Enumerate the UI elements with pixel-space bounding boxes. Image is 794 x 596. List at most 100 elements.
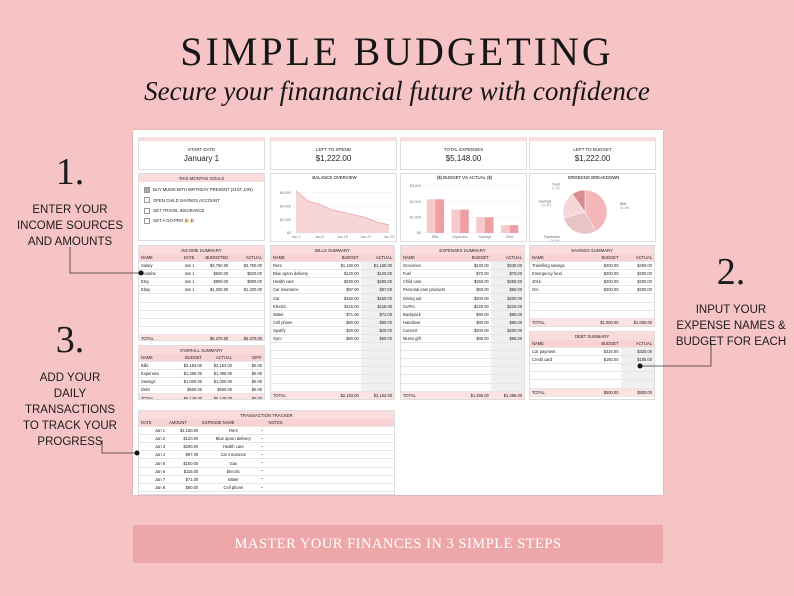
subtitle: Secure your finanancial future with conf… <box>144 76 650 106</box>
bar <box>484 217 494 233</box>
table-cell <box>360 358 394 368</box>
table-cell: Cell phone <box>271 318 328 327</box>
table-cell: $1,000.00 <box>204 377 234 387</box>
table-row: 401k $200.00 $200.00 <box>530 277 654 287</box>
table-cell: Jan 5 <box>139 458 168 468</box>
total-label: TOTAL <box>271 391 328 399</box>
table-cell: Cell phone <box>200 483 267 492</box>
table-cell <box>271 366 328 376</box>
table-cell <box>174 318 197 327</box>
table-cell: GoPro <box>401 302 458 311</box>
table-cell: ISA <box>530 285 588 295</box>
column-header: NOTES <box>266 419 394 428</box>
table-cell <box>401 358 458 368</box>
column-header: ACTUAL <box>230 254 264 263</box>
goals-panel: THIS MONTHS GOALS BUY MUMS 60TH BIRTHDAY … <box>138 173 265 241</box>
chart-panel: SPENDING BREAKDOWN Bills 41.8% Expenses 29.0… <box>529 173 656 242</box>
table-cell: $60.00 <box>490 285 524 295</box>
total-label: TOTAL <box>530 318 588 326</box>
table-cell: Car insurance <box>271 285 328 295</box>
table-cell <box>196 293 231 303</box>
table-cell: $3,750.00 <box>230 261 264 271</box>
table-panel: TRANSACTION TRACKER DATE AMOUNT EXPENSE NAM… <box>138 410 395 495</box>
checkbox <box>144 197 150 203</box>
table-cell: $500.00 <box>204 385 234 395</box>
x-tick-label: Jan 29 <box>384 235 395 239</box>
table-cell: 401k <box>530 277 588 287</box>
table-cell: $200.00 <box>457 326 491 335</box>
header-row: NAME BUDGET ACTUAL <box>401 254 524 263</box>
table-cell <box>401 342 458 352</box>
table-cell: Fuel <box>401 269 458 279</box>
table-cell: $2,153.00 <box>204 361 234 371</box>
table-cell: $85.00 <box>490 334 524 344</box>
table-cell: $1,150.00 <box>167 426 201 436</box>
total-value: $2,153.00 <box>360 391 394 399</box>
checkbox <box>144 218 150 224</box>
table-cell: $80.00 <box>327 318 361 327</box>
chart-title: BALANCE OVERVIEW <box>312 175 357 180</box>
table-row: Gym $60.00 $60.00 <box>271 334 394 344</box>
table-row <box>139 293 264 303</box>
table-cell: $80.00 <box>457 318 491 327</box>
table-row: Child care $250.00 $250.00 <box>401 277 524 287</box>
checkbox <box>144 186 150 193</box>
table-cell: $20.00 <box>360 326 394 335</box>
card-label: START DATE <box>187 147 216 152</box>
goal-item: GET TRAVEL INSURANCE <box>144 207 259 214</box>
table-panel: DEBT SUMMARY NAME BUDGET ACTUAL Car payment $… <box>529 331 655 400</box>
table-cell: $200.00 <box>457 293 491 303</box>
table-row: Dining out $200.00 $200.00 <box>401 293 524 303</box>
table-cell <box>490 383 524 392</box>
table-cell: Health care <box>271 277 328 287</box>
table-cell: $200.00 <box>587 277 621 287</box>
table-cell: $115.00 <box>167 467 201 476</box>
table-cell <box>139 302 174 311</box>
table-row <box>401 350 524 360</box>
table-cell <box>360 383 394 392</box>
header-row: DATE AMOUNT EXPENSE NAME NOTES <box>139 419 394 428</box>
table-cell: $120.00 <box>327 269 361 279</box>
table-cell: $320.00 <box>620 347 654 357</box>
step-text: TRANSACTIONS <box>24 404 116 416</box>
table-cell <box>271 350 328 360</box>
table-cell: $90.00 <box>457 310 491 319</box>
table-cell: $200.00 <box>490 293 524 303</box>
table-cell: $20.00 <box>327 326 361 335</box>
table-cell <box>200 491 267 494</box>
table-cell: $71.00 <box>167 475 201 484</box>
table-row <box>530 363 654 373</box>
total-value: $1,495.00 <box>457 391 491 399</box>
table-cell <box>266 434 394 444</box>
table-cell: $90.00 <box>490 310 524 319</box>
table-cell: $320.00 <box>587 347 621 357</box>
header-row: NAME BUDGET ACTUAL <box>530 254 654 263</box>
table-cell: Youtube <box>139 269 174 279</box>
table-cell: $180.00 <box>587 355 621 365</box>
step: 1. ENTER YOUR INCOME SOURCES AND AMOUNTS <box>10 150 130 250</box>
table-cell: $1,000.00 <box>174 377 204 387</box>
table-cell: Health care <box>200 442 267 452</box>
table-cell: Gym <box>271 334 328 344</box>
table-cell: $0.00 <box>234 361 264 371</box>
table-row: Emergency fund $200.00 $200.00 <box>530 269 654 279</box>
table-cell: $400.00 <box>587 261 621 271</box>
table-row <box>271 383 394 392</box>
table-cell <box>174 334 197 340</box>
total-value: $1,000.00 <box>620 318 654 326</box>
table-cell <box>266 458 394 468</box>
card-label: LEFT TO SPEND <box>315 147 351 152</box>
line <box>295 190 390 226</box>
table-cell: $80.00 <box>167 483 201 492</box>
table-panel: BILLS SUMMARY NAME BUDGET ACTUAL Rent $1,150.… <box>270 245 395 400</box>
header-row: NAME BUDGET ACTUAL <box>271 254 394 263</box>
table-cell: $200.00 <box>490 326 524 335</box>
table-cell <box>620 310 654 319</box>
table-cell <box>266 483 394 492</box>
total-value: $5,148.00 <box>174 393 204 399</box>
connector <box>101 440 137 454</box>
table-cell: $200.00 <box>587 285 621 295</box>
table-cell: Car <box>271 293 328 303</box>
table-row: Car payment $320.00 $320.00 <box>530 347 654 357</box>
table-cell: Credit card <box>530 355 588 365</box>
